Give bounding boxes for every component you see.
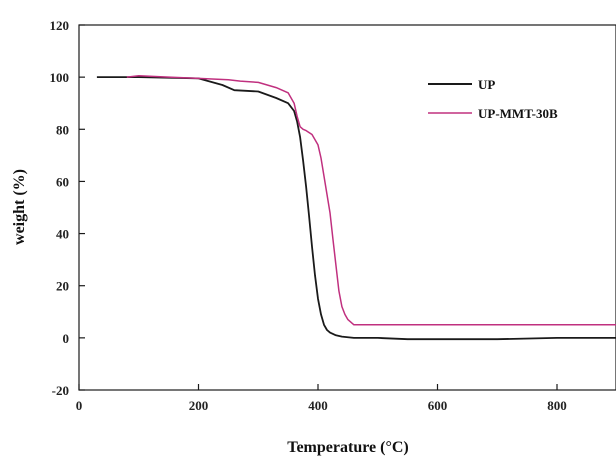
plot-frame	[78, 24, 616, 391]
x-tick-label: 200	[189, 398, 209, 413]
legend-label-up: UP	[478, 77, 495, 92]
legend: UP UP-MMT-30B	[428, 77, 558, 121]
x-axis-title: Temperature (°C)	[287, 439, 408, 456]
legend-label-up-mmt-30b: UP-MMT-30B	[478, 106, 558, 121]
series-line-up	[96, 76, 616, 341]
y-axis-title: weight (%)	[11, 169, 28, 245]
x-tick-label: 400	[308, 398, 328, 413]
y-tick-label: 60	[56, 174, 69, 189]
x-axis: 0 200 400 600 800	[76, 384, 567, 413]
y-tick-label: -20	[52, 383, 69, 398]
y-tick-label: 120	[50, 18, 70, 33]
y-tick-label: 20	[56, 279, 69, 294]
y-tick-label: 0	[63, 331, 70, 346]
y-tick-label: 80	[56, 122, 69, 137]
y-tick-label: 40	[56, 227, 69, 242]
x-tick-label: 0	[76, 398, 83, 413]
y-axis: -20 0 20 40 60 80 100 120	[50, 18, 85, 398]
series-layer	[96, 75, 616, 341]
y-tick-label: 100	[50, 70, 70, 85]
series-line-up-mmt-30b	[126, 75, 616, 326]
x-tick-label: 800	[547, 398, 567, 413]
x-tick-label: 600	[428, 398, 448, 413]
